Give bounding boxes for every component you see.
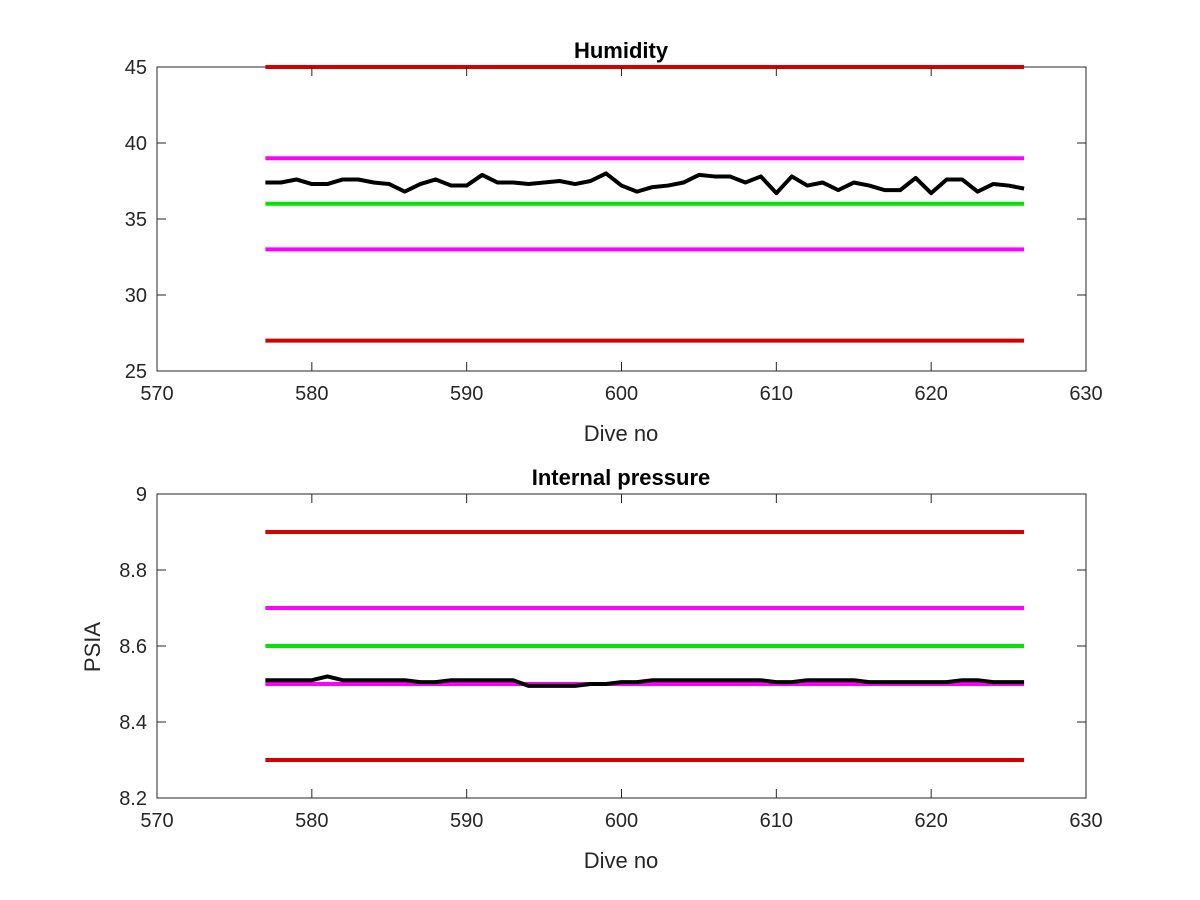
humidity-series-line-5 xyxy=(265,171,1025,196)
internal-pressure-title: Internal pressure xyxy=(532,465,711,490)
internal-pressure-x-tick-label: 620 xyxy=(914,810,947,832)
humidity-x-tick-label: 570 xyxy=(140,383,173,405)
internal-pressure-x-tick-label: 630 xyxy=(1069,810,1102,832)
internal-pressure-y-tick-label: 8.8 xyxy=(119,560,147,582)
humidity-x-tick-label: 620 xyxy=(914,383,947,405)
humidity-title: Humidity xyxy=(574,38,669,63)
humidity-y-tick-label: 35 xyxy=(125,209,147,231)
internal-pressure-y-tick-label: 8.2 xyxy=(119,788,147,810)
humidity-x-tick-label: 580 xyxy=(295,383,328,405)
internal-pressure-x-axis-label: Dive no xyxy=(584,848,659,873)
internal-pressure-x-tick-label: 590 xyxy=(450,810,483,832)
humidity-y-tick-label: 40 xyxy=(125,133,147,155)
internal-pressure-panel: Internal pressure 570 580 590 600 610 620 630 8… xyxy=(80,465,1103,873)
internal-pressure-y-tick-label: 8.4 xyxy=(119,712,147,734)
humidity-y-tick-label: 25 xyxy=(125,361,147,383)
internal-pressure-x-tick-label: 580 xyxy=(295,810,328,832)
internal-pressure-plot-area: 570 580 590 600 610 620 630 8.2 8.4 8.6 8.8 9 xyxy=(119,484,1103,832)
humidity-x-tick-label: 590 xyxy=(450,383,483,405)
internal-pressure-x-tick-label: 570 xyxy=(140,810,173,832)
internal-pressure-y-axis-label: PSIA xyxy=(80,622,105,672)
humidity-y-tick-label: 30 xyxy=(125,285,147,307)
internal-pressure-y-tick-label: 8.6 xyxy=(119,636,147,658)
humidity-x-tick-label: 610 xyxy=(760,383,793,405)
humidity-y-tick-label: 45 xyxy=(125,57,147,79)
humidity-x-axis-label: Dive no xyxy=(584,421,659,446)
internal-pressure-x-tick-label: 600 xyxy=(605,810,638,832)
humidity-panel: Humidity 570 580 590 600 610 620 630 25 30 35 40 45… xyxy=(125,38,1103,446)
internal-pressure-y-tick-label: 9 xyxy=(136,484,147,506)
humidity-x-tick-label: 600 xyxy=(605,383,638,405)
humidity-plot-area: 570 580 590 600 610 620 630 25 30 35 40 45 xyxy=(125,57,1103,405)
humidity-x-tick-label: 630 xyxy=(1069,383,1102,405)
internal-pressure-x-tick-label: 610 xyxy=(760,810,793,832)
internal-pressure-series-line-5 xyxy=(265,674,1025,688)
